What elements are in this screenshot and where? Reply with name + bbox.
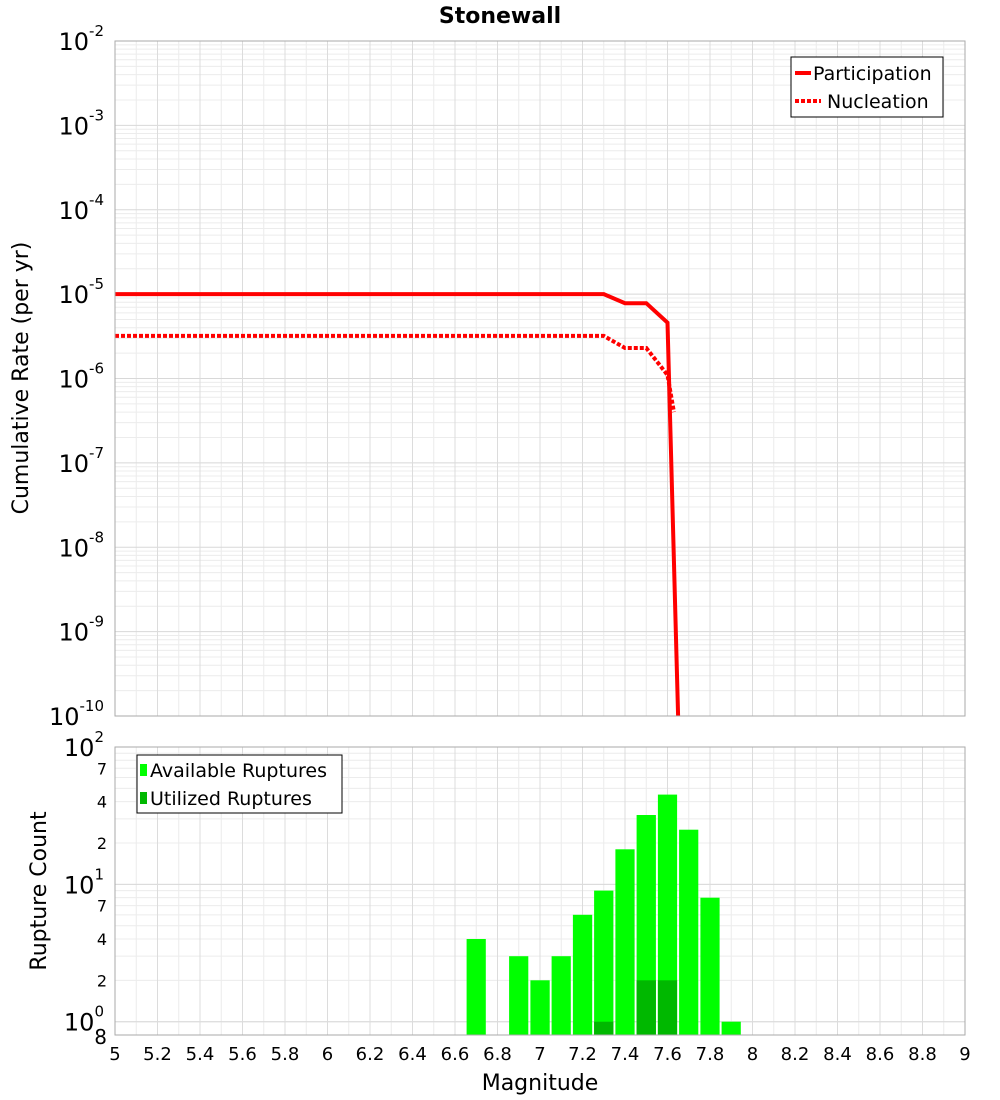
rupture-legend-box [136,754,343,814]
rupture-y-major-tick-label: 102 [64,728,104,762]
rupture-bars [466,794,741,1035]
rupture-y-axis-label: Rupture Count [27,811,52,971]
magnitude-x-tick-label: 8 [747,1044,758,1065]
magnitude-x-tick-label: 6.2 [356,1044,385,1065]
available-rupture-bar [679,829,699,1035]
utilized-rupture-bar [636,980,656,1035]
rate-y-tick-labels: 10-2 10-3 10-4 10-5 10-6 10-7 10-8 10-9 10-10 [49,22,104,731]
magnitude-x-tick-label: 5 [109,1044,120,1065]
rate-plot-frame [114,40,966,717]
rupture-y-minor-tick-label: 7 [97,897,107,916]
magnitude-x-tick-label: 5.6 [228,1044,257,1065]
rupture-y-minor-tick-label: 2 [97,971,107,990]
magnitude-x-tick-label: 7.8 [696,1044,725,1065]
magnitude-x-tick-label: 7 [534,1044,545,1065]
available-rupture-bar [572,914,593,1035]
rupture-y-minor-tick-label: 2 [97,834,107,853]
legend-available-swatch [140,764,147,776]
rate-series [115,292,681,717]
rate-y-tick-label: 10-9 [58,613,104,647]
rate-y-tick-label: 10-8 [58,528,104,562]
series-line-nucleation [115,333,676,413]
rupture-y-minor-tick-label: 4 [97,930,107,949]
available-rupture-bar [594,890,614,1035]
rupture-y-tick-labels: 102 101 100 7 4 2 7 4 2 8 [64,728,107,1049]
rate-y-tick-label: 10-7 [58,444,104,478]
magnitude-x-tick-label: 7.6 [653,1044,682,1065]
magnitude-x-tick-label: 6.4 [398,1044,427,1065]
rate-y-tick-label: 10-4 [58,191,104,225]
rupture-count-panel: 102 101 100 7 4 2 7 4 2 8 5 5.2 5.4 5.6 5.8 6 6.2 6.4 6.6… [27,728,971,1096]
available-rupture-bar [657,794,678,1035]
magnitude-x-tick-label: 5.2 [143,1044,172,1065]
rupture-y-minor-tick-label: 4 [97,793,107,812]
rupture-y-major-tick-label: 100 [64,1003,104,1037]
legend-nucleation-label: Nucleation [827,91,929,113]
rate-y-tick-label: 10-2 [58,22,104,56]
rupture-plot-frame [114,746,966,1036]
rate-y-tick-label: 10-10 [49,697,104,731]
rate-y-axis-label: Cumulative Rate (per yr) [9,242,34,515]
utilized-rupture-bar [594,1021,614,1035]
magnitude-x-tick-label: 6 [322,1044,333,1065]
available-rupture-bar [636,815,656,1035]
rate-y-tick-label: 10-6 [58,360,104,394]
chart-title: Stonewall [439,4,561,29]
legend-participation-label: Participation [813,63,932,85]
magnitude-x-axis-label: Magnitude [482,1071,599,1096]
legend-utilized-swatch [140,792,147,804]
available-rupture-bar [615,849,635,1035]
magnitude-x-tick-label: 5.8 [271,1044,300,1065]
magnitude-x-tick-labels: 5 5.2 5.4 5.6 5.8 6 6.2 6.4 6.6 6.8 7 7.2 7.4 7.6 7.8 8… [109,1044,970,1065]
magnitude-x-tick-label: 7.2 [568,1044,597,1065]
available-rupture-bar [466,939,486,1035]
rupture-legend: Available Ruptures Utilized Ruptures [136,754,343,814]
rupture-y-minor-tick-label: 7 [97,759,107,778]
rate-y-tick-label: 10-3 [58,106,104,140]
magnitude-x-tick-label: 8.2 [781,1044,810,1065]
magnitude-x-tick-label: 9 [959,1044,970,1065]
magnitude-x-tick-label: 7.4 [611,1044,640,1065]
available-rupture-bar [530,980,550,1035]
magnitude-x-tick-label: 6.8 [483,1044,512,1065]
utilized-rupture-bar [657,980,678,1035]
available-rupture-bar [721,1021,741,1035]
magnitude-x-tick-label: 5.4 [186,1044,215,1065]
available-rupture-bar [700,897,720,1035]
magnitude-x-tick-label: 6.6 [441,1044,470,1065]
magnitude-x-tick-label: 8.4 [823,1044,852,1065]
rate-plot-panel: 10-2 10-3 10-4 10-5 10-6 10-7 10-8 10-9 10-10 Cu… [9,22,966,731]
available-rupture-bar [551,956,571,1035]
available-rupture-bar [509,956,529,1035]
rate-y-tick-label: 10-5 [58,275,104,309]
magnitude-x-tick-label: 8.6 [866,1044,895,1065]
legend-utilized-label: Utilized Ruptures [150,788,312,810]
rupture-y-minor-tick-label: 8 [94,1025,107,1049]
magnitude-x-tick-label: 8.8 [908,1044,937,1065]
legend-available-label: Available Ruptures [150,760,327,782]
rupture-y-major-tick-label: 101 [64,865,104,899]
rate-legend-box [790,56,944,118]
rate-legend: Participation Nucleation [790,56,944,118]
rate-major-grid [114,40,966,717]
